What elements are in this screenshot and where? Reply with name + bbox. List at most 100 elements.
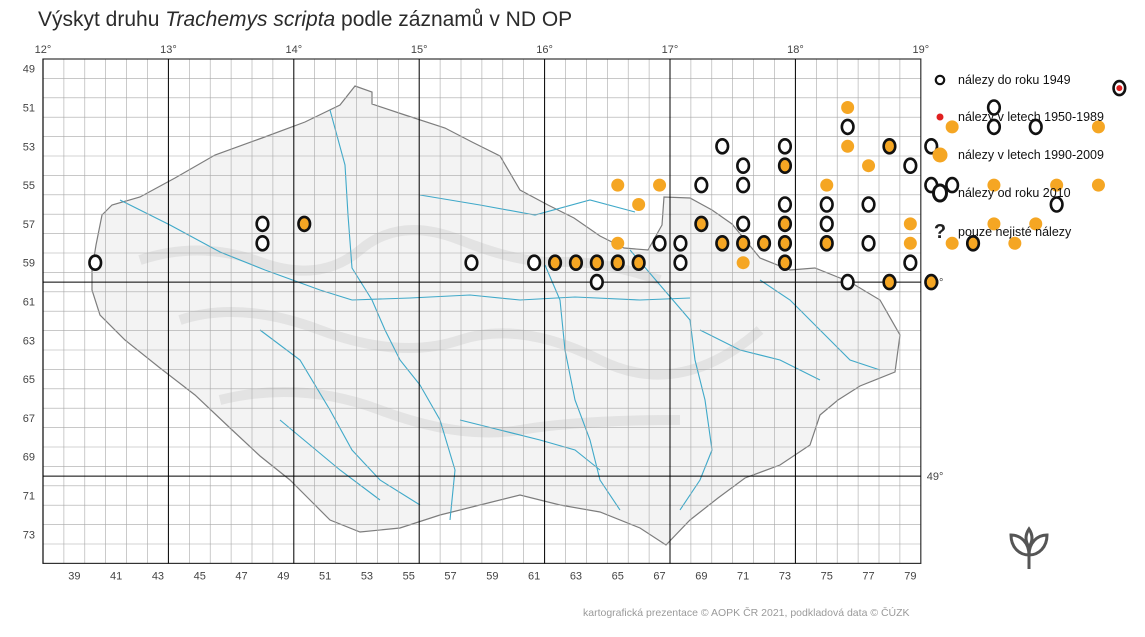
ring-marker — [840, 118, 855, 136]
column-label: 65 — [612, 570, 624, 582]
orange-dot — [945, 236, 959, 250]
column-label: 77 — [862, 570, 874, 582]
river — [544, 264, 621, 511]
orange-dot — [1029, 217, 1043, 231]
legend-item-1990-2009: nálezy v letech 1990-2009 — [930, 145, 1104, 165]
ring-orange-marker — [882, 138, 897, 155]
latitude-label: 49° — [927, 471, 944, 483]
ring-marker — [777, 196, 793, 213]
terrain-shading — [138, 225, 764, 438]
ring-marker — [861, 196, 876, 213]
ring-orange-marker — [965, 235, 981, 252]
row-label: 71 — [23, 491, 35, 503]
ring-marker — [903, 254, 918, 272]
longitude-label: 12° — [35, 44, 52, 56]
ring-marker — [1049, 196, 1064, 213]
ring-marker — [777, 138, 793, 155]
river — [329, 109, 456, 521]
longitude-label: 17° — [662, 44, 679, 56]
column-label: 71 — [737, 570, 749, 582]
red-dot-icon — [930, 107, 950, 127]
row-label: 59 — [23, 258, 35, 270]
ring-marker — [255, 215, 270, 233]
river — [699, 329, 821, 381]
ring-marker — [986, 99, 1002, 116]
column-label: 67 — [653, 570, 665, 582]
ring-orange-marker — [736, 235, 751, 252]
mapping-grid — [42, 58, 922, 564]
river — [459, 419, 601, 471]
orange-dot — [841, 139, 855, 153]
longitude-label: 13° — [160, 44, 177, 56]
ring-marker — [945, 176, 960, 194]
credit-text: kartografická prezentace © AOPK ČR 2021,… — [583, 607, 910, 619]
ring-marker — [736, 176, 751, 194]
orange-dot — [736, 256, 750, 270]
aopk-logo-icon — [1009, 526, 1049, 569]
legend-label: nálezy v letech 1990-2009 — [958, 148, 1104, 162]
ring-orange-marker — [777, 157, 793, 174]
orange-dot — [611, 236, 625, 250]
ring-orange-marker — [756, 235, 772, 252]
column-label: 39 — [68, 570, 80, 582]
row-label: 69 — [23, 452, 35, 464]
ring-marker — [840, 273, 855, 291]
longitude-label: 16° — [536, 44, 553, 56]
river — [759, 279, 881, 371]
red-dot — [1116, 85, 1123, 92]
legend-label: nálezy do roku 1949 — [958, 73, 1071, 87]
legend-item-pre-1949: nálezy do roku 1949 — [930, 70, 1071, 90]
ring-marker — [986, 118, 1002, 136]
orange-dot — [903, 236, 917, 250]
ring-marker — [694, 176, 709, 194]
legend-item-uncertain: ? pouze nejisté nálezy — [930, 222, 1071, 242]
ring-marker — [819, 215, 834, 233]
large-ring-icon — [930, 183, 950, 203]
orange-dot-icon — [930, 145, 950, 165]
column-label: 45 — [194, 570, 206, 582]
orange-dot — [903, 217, 917, 231]
grid-labels: 12° 13° 14° 15° 16° 17° 18° 19° 39 41 43 45 47 49 51 53… — [23, 44, 944, 582]
ring-marker — [464, 254, 479, 272]
ring-marker — [673, 235, 688, 252]
ring-marker — [715, 138, 730, 155]
longitude-label: 14° — [285, 44, 302, 56]
row-label: 49 — [23, 64, 35, 76]
ring-marker — [652, 235, 667, 252]
row-label: 63 — [23, 335, 35, 347]
ring-orange-marker — [610, 254, 625, 272]
legend-label: nálezy v letech 1950-1989 — [958, 110, 1104, 124]
ring-orange-marker — [819, 235, 834, 252]
ring-marker — [903, 157, 918, 174]
column-label: 75 — [821, 570, 833, 582]
ring-orange-marker — [297, 215, 312, 233]
map-title: Výskyt druhu Trachemys scripta podle záz… — [38, 8, 573, 31]
ring-marker — [924, 138, 939, 155]
column-label: 49 — [277, 570, 289, 582]
row-label: 53 — [23, 141, 35, 153]
ring-orange-marker — [631, 254, 646, 272]
ring-marker — [255, 235, 270, 252]
river — [279, 419, 381, 501]
longitude-label: 15° — [411, 44, 428, 56]
occurrence-points — [88, 79, 1127, 291]
longitude-label: 18° — [787, 44, 804, 56]
river — [629, 249, 713, 511]
row-label: 65 — [23, 374, 35, 386]
row-label: 73 — [23, 529, 35, 541]
orange-dot — [1091, 120, 1105, 134]
river — [351, 294, 691, 301]
column-label: 47 — [235, 570, 247, 582]
question-mark-icon: ? — [933, 221, 947, 243]
ring-marker — [861, 235, 876, 252]
orange-dot — [945, 120, 959, 134]
orange-dot — [1050, 178, 1064, 192]
row-label: 57 — [23, 219, 35, 231]
legend-item-2010: nálezy od roku 2010 — [930, 183, 1071, 203]
column-label: 53 — [361, 570, 373, 582]
orange-dot — [1091, 178, 1105, 192]
column-label: 59 — [486, 570, 498, 582]
ring-orange-marker — [882, 273, 897, 291]
orange-dot — [841, 101, 855, 114]
